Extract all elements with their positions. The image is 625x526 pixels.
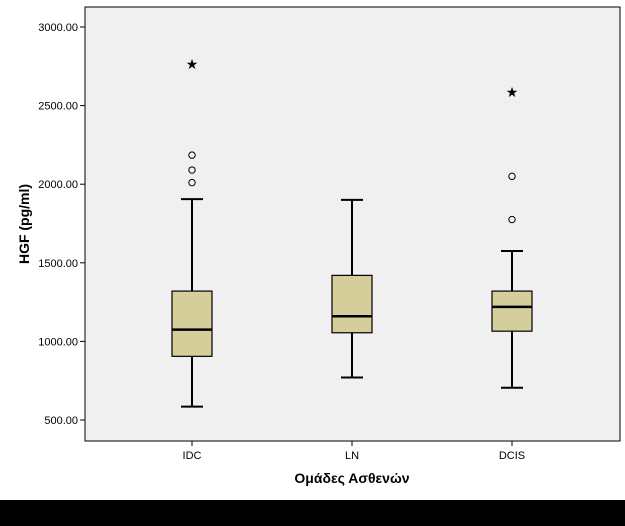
outlier-point	[508, 172, 516, 181]
y-tick-label: 3000.00	[38, 22, 78, 34]
x-tick-label: IDC	[183, 450, 202, 462]
boxplot-chart: 500.00 1000.00 1500.00 2000.00 2500.00 3000.0…	[16, 6, 621, 486]
outlier-point	[188, 166, 196, 174]
y-axis-label: HGF (pg/ml)	[16, 184, 32, 264]
bottom-black-bar	[0, 500, 625, 526]
box-ln	[331, 198, 373, 379]
iqr-box	[491, 290, 533, 332]
box-idc: ★	[171, 56, 213, 408]
y-tick-label: 1000.00	[38, 336, 78, 348]
y-axis: 500.00 1000.00 1500.00 2000.00 2500.00 3000.0…	[38, 22, 85, 427]
x-tick-label: DCIS	[499, 450, 525, 462]
y-tick-label: 1500.00	[38, 258, 78, 270]
outlier-point	[188, 178, 196, 187]
chart-container: 500.00 1000.00 1500.00 2000.00 2500.00 3000.0…	[16, 6, 621, 486]
boxes-group: ★★	[171, 56, 533, 408]
iqr-box	[331, 274, 373, 334]
x-axis-label: Ομάδες Ασθενών	[294, 470, 409, 486]
outlier-point	[188, 151, 196, 159]
box-dcis: ★	[491, 84, 533, 389]
y-tick-label: 2500.00	[38, 101, 78, 113]
extreme-point: ★	[506, 84, 519, 100]
outlier-point	[508, 215, 516, 224]
x-axis: IDC LN DCIS	[183, 441, 525, 462]
x-tick-label: LN	[345, 450, 359, 462]
y-tick-label: 500.00	[44, 415, 78, 427]
iqr-box	[171, 290, 213, 357]
extreme-point: ★	[186, 56, 199, 72]
y-tick-label: 2000.00	[38, 179, 78, 191]
